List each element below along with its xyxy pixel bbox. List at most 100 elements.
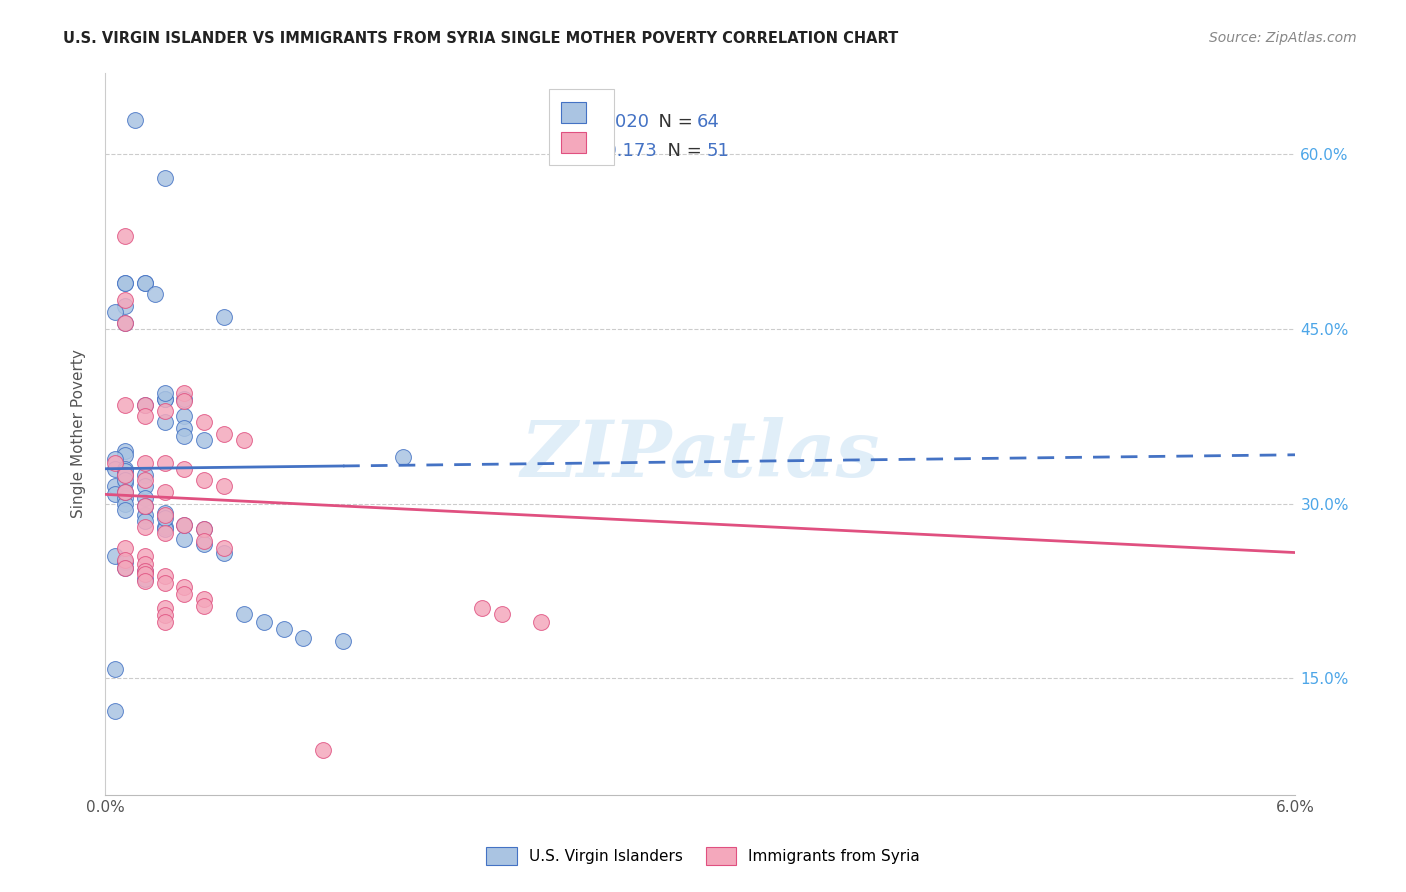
Point xyxy=(173,462,195,476)
Point xyxy=(143,287,166,301)
Point xyxy=(471,601,494,615)
Legend: U.S. Virgin Islanders, Immigrants from Syria: U.S. Virgin Islanders, Immigrants from S… xyxy=(479,841,927,871)
Point xyxy=(153,508,176,523)
Point xyxy=(104,549,127,563)
Point xyxy=(232,607,254,622)
Point xyxy=(312,743,335,757)
Point xyxy=(253,615,276,630)
Point xyxy=(134,467,156,482)
Point xyxy=(173,581,195,595)
Point xyxy=(114,475,136,490)
Point xyxy=(114,552,136,566)
Point xyxy=(193,433,215,447)
Point xyxy=(153,525,176,540)
Point xyxy=(153,520,176,534)
Point xyxy=(134,276,156,290)
Point xyxy=(134,564,156,578)
Text: ZIPatlas: ZIPatlas xyxy=(520,417,880,494)
Point xyxy=(153,392,176,406)
Point xyxy=(193,474,215,488)
Point xyxy=(173,421,195,435)
Text: Source: ZipAtlas.com: Source: ZipAtlas.com xyxy=(1209,31,1357,45)
Point xyxy=(114,293,136,307)
Point xyxy=(134,520,156,534)
Point xyxy=(153,386,176,401)
Point xyxy=(134,549,156,563)
Point xyxy=(153,510,176,524)
Point xyxy=(232,433,254,447)
Point xyxy=(530,615,553,630)
Point xyxy=(104,479,127,493)
Point xyxy=(173,532,195,546)
Point xyxy=(134,499,156,513)
Text: R =: R = xyxy=(551,112,591,130)
Point xyxy=(134,409,156,424)
Point xyxy=(104,304,127,318)
Point xyxy=(292,631,315,645)
Point xyxy=(114,555,136,569)
Point xyxy=(193,415,215,429)
Point xyxy=(153,170,176,185)
Point xyxy=(104,704,127,718)
Point xyxy=(114,497,136,511)
Point xyxy=(104,456,127,470)
Text: N =: N = xyxy=(657,142,707,160)
Text: 64: 64 xyxy=(696,112,720,130)
Point xyxy=(153,415,176,429)
Point xyxy=(332,634,354,648)
Text: R =: R = xyxy=(551,142,591,160)
Point xyxy=(212,545,235,559)
Text: 0.020: 0.020 xyxy=(599,112,650,130)
Point xyxy=(114,467,136,482)
Point xyxy=(153,506,176,520)
Point xyxy=(212,310,235,325)
Point xyxy=(114,316,136,330)
Point xyxy=(134,474,156,488)
Point xyxy=(153,575,176,590)
Point xyxy=(134,566,156,581)
Legend: , : , xyxy=(548,89,613,165)
Text: N =: N = xyxy=(647,112,699,130)
Point xyxy=(114,541,136,555)
Point xyxy=(134,456,156,470)
Point xyxy=(212,426,235,441)
Point xyxy=(193,537,215,551)
Point xyxy=(134,514,156,528)
Point xyxy=(153,456,176,470)
Point xyxy=(391,450,413,464)
Text: 51: 51 xyxy=(706,142,730,160)
Point xyxy=(114,560,136,574)
Point xyxy=(114,474,136,488)
Point xyxy=(134,491,156,505)
Point xyxy=(114,299,136,313)
Point xyxy=(173,587,195,601)
Point xyxy=(173,394,195,409)
Point xyxy=(173,517,195,532)
Point xyxy=(153,403,176,417)
Y-axis label: Single Mother Poverty: Single Mother Poverty xyxy=(72,350,86,518)
Point xyxy=(114,560,136,574)
Point xyxy=(114,467,136,482)
Point xyxy=(114,464,136,478)
Point xyxy=(212,479,235,493)
Point xyxy=(193,592,215,607)
Point xyxy=(193,533,215,548)
Point xyxy=(114,444,136,458)
Point xyxy=(104,487,127,501)
Point xyxy=(114,485,136,500)
Point xyxy=(114,398,136,412)
Point xyxy=(114,229,136,244)
Point xyxy=(153,601,176,615)
Point xyxy=(173,392,195,406)
Point xyxy=(173,409,195,424)
Point xyxy=(114,316,136,330)
Point xyxy=(114,485,136,500)
Point xyxy=(193,522,215,536)
Point xyxy=(134,499,156,513)
Point xyxy=(193,599,215,614)
Point xyxy=(173,429,195,443)
Point xyxy=(153,615,176,630)
Point xyxy=(114,491,136,505)
Point xyxy=(153,608,176,623)
Point xyxy=(153,569,176,583)
